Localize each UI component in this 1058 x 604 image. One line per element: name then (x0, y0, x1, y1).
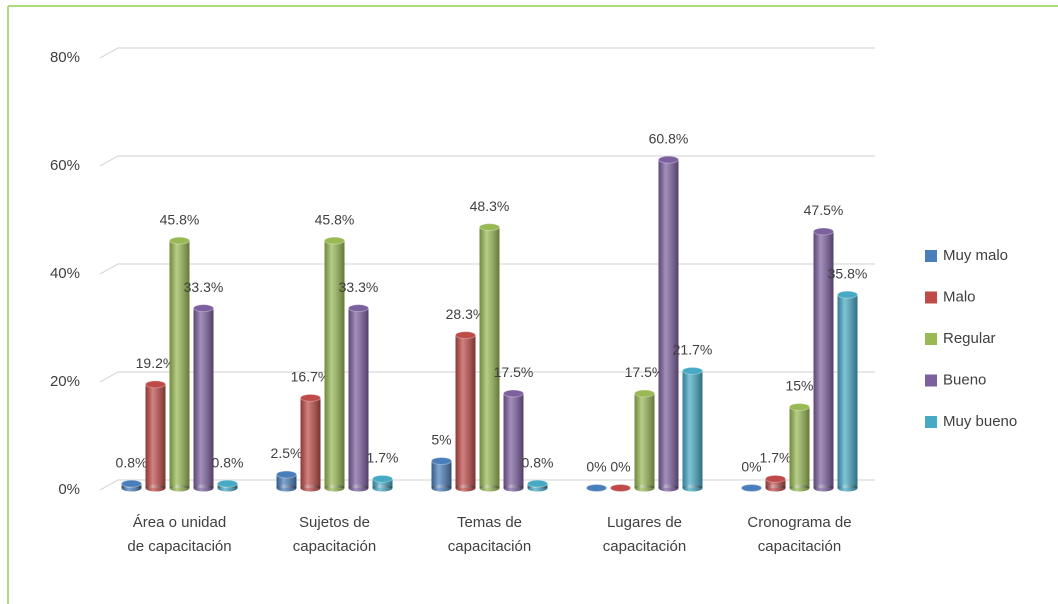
bar (741, 484, 762, 492)
legend-swatch (925, 374, 937, 387)
value-label: 33.3% (184, 279, 224, 295)
value-label: 35.8% (828, 265, 868, 281)
grid-line (99, 479, 875, 491)
bar (455, 331, 476, 492)
bar (276, 470, 297, 492)
x-tick-label: capacitación (293, 538, 376, 555)
value-label: 0.8% (522, 454, 554, 470)
bar (503, 389, 524, 492)
bar (348, 304, 369, 492)
bar (765, 474, 786, 492)
x-tick-label: capacitación (603, 538, 686, 555)
value-label: 1.7% (760, 450, 792, 466)
bar (372, 474, 393, 492)
x-tick-label: Sujetos de (299, 514, 370, 531)
x-tick-label: capacitación (758, 538, 841, 555)
bar (610, 484, 631, 492)
x-tick-label: Lugares de (607, 514, 682, 531)
y-tick-label: 20% (50, 373, 80, 390)
legend-label: Malo (943, 288, 976, 305)
bar (169, 236, 190, 492)
x-tick-label: Temas de (457, 514, 522, 531)
value-label: 45.8% (160, 211, 200, 227)
value-label: 45.8% (315, 211, 355, 227)
y-tick-label: 40% (50, 265, 80, 282)
legend-label: Muy bueno (943, 413, 1017, 430)
x-tick-label: de capacitación (127, 538, 231, 555)
grid-line (99, 47, 875, 59)
y-tick-label: 0% (58, 481, 80, 498)
grid-line (99, 263, 875, 275)
bar (300, 393, 321, 492)
y-tick-label: 80% (50, 49, 80, 66)
bar (586, 484, 607, 492)
value-label: 28.3% (446, 306, 486, 322)
y-tick-label: 60% (50, 157, 80, 174)
bar (217, 479, 238, 492)
value-label: 0.8% (116, 454, 148, 470)
value-label: 5% (431, 432, 451, 448)
legend-swatch (925, 416, 937, 428)
value-label: 0.8% (212, 454, 244, 470)
value-label: 21.7% (673, 342, 713, 358)
value-label: 17.5% (494, 364, 534, 380)
bar (431, 457, 452, 492)
bar (682, 366, 703, 492)
bar (479, 223, 500, 492)
legend-label: Muy malo (943, 247, 1008, 264)
value-label: 0% (610, 459, 630, 475)
legend-swatch (925, 333, 937, 345)
grid-line (99, 371, 875, 383)
x-tick-label: Área o unidad (133, 514, 226, 531)
value-label: 17.5% (625, 364, 665, 380)
legend-label: Bueno (943, 371, 986, 388)
value-label: 19.2% (136, 355, 176, 371)
legend-label: Regular (943, 330, 996, 347)
bar (658, 155, 679, 492)
value-label: 2.5% (271, 445, 303, 461)
x-tick-label: Cronograma de (747, 514, 851, 531)
bar (634, 389, 655, 492)
legend-swatch (925, 250, 937, 262)
bar (789, 403, 810, 492)
value-label: 0% (741, 459, 761, 475)
bar (324, 236, 345, 492)
bar (813, 227, 834, 492)
bar (837, 290, 858, 492)
value-label: 47.5% (804, 202, 844, 218)
value-label: 1.7% (367, 450, 399, 466)
grid-line (99, 155, 875, 167)
value-label: 0% (586, 459, 606, 475)
bar (527, 479, 548, 492)
value-label: 33.3% (339, 279, 379, 295)
bar (145, 380, 166, 492)
bar (193, 304, 214, 492)
value-label: 16.7% (291, 369, 331, 385)
value-label: 60.8% (649, 130, 689, 146)
legend-swatch (925, 291, 937, 304)
value-label: 15% (785, 378, 813, 394)
value-label: 48.3% (470, 198, 510, 214)
x-tick-label: capacitación (448, 538, 531, 555)
bar (121, 479, 142, 492)
